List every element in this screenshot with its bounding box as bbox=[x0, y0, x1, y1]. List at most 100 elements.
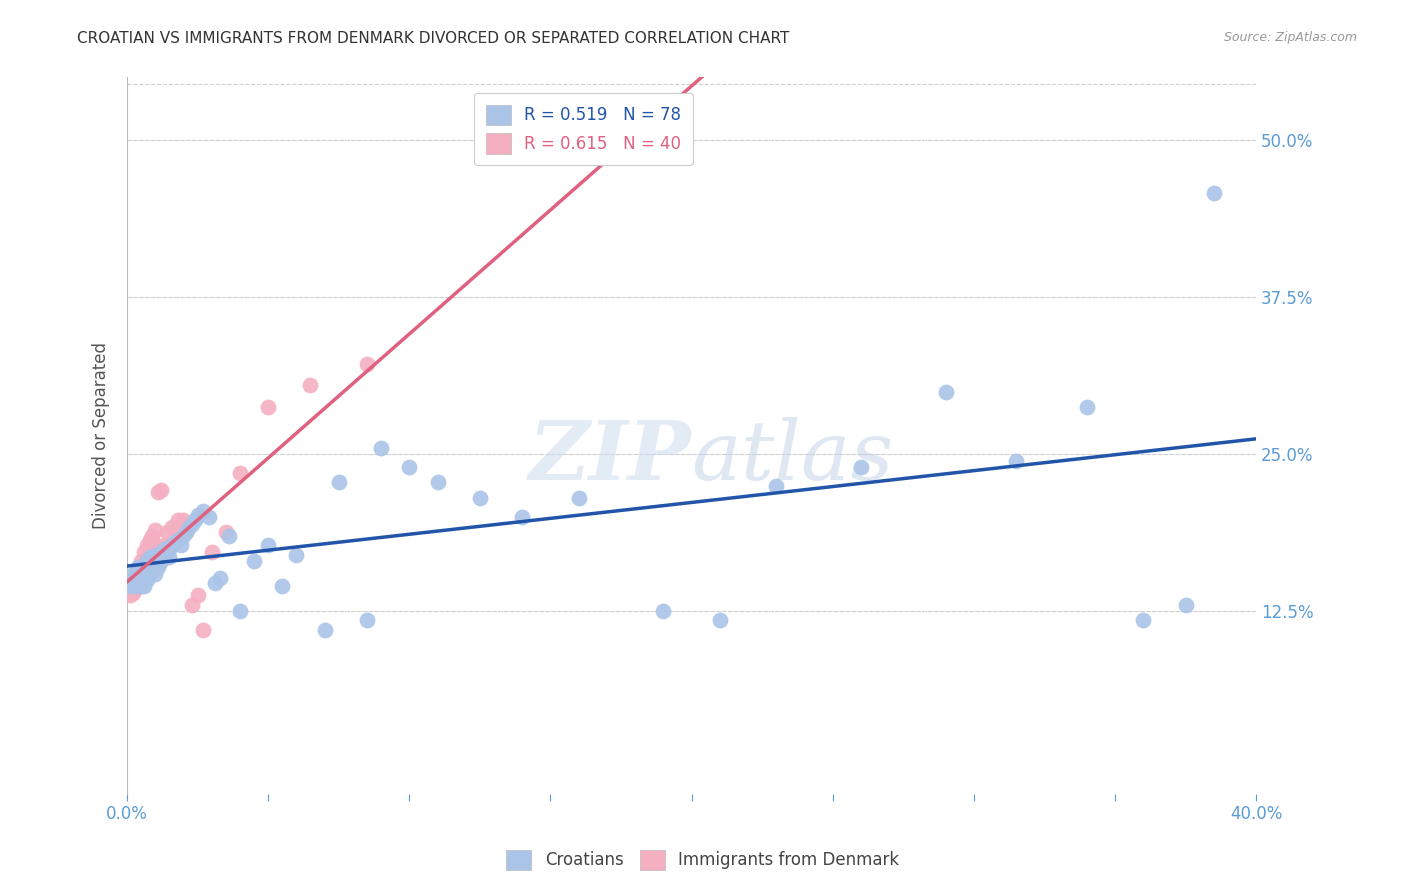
Point bbox=[141, 529, 163, 543]
Point bbox=[118, 573, 141, 587]
Point bbox=[127, 563, 149, 577]
Point bbox=[152, 550, 174, 565]
Point bbox=[135, 554, 157, 568]
Point bbox=[143, 548, 166, 562]
Point bbox=[124, 582, 146, 596]
Point bbox=[271, 579, 294, 593]
Text: ZIP: ZIP bbox=[529, 417, 692, 497]
Point bbox=[174, 525, 197, 540]
Point bbox=[127, 575, 149, 590]
Point bbox=[149, 548, 172, 562]
Point bbox=[187, 588, 209, 602]
Point bbox=[138, 560, 160, 574]
Point bbox=[160, 520, 183, 534]
Point bbox=[215, 525, 238, 540]
Point bbox=[143, 538, 166, 552]
Point bbox=[652, 605, 675, 619]
Point bbox=[157, 538, 180, 552]
Point bbox=[129, 566, 152, 581]
Point bbox=[127, 566, 149, 581]
Point bbox=[198, 510, 221, 524]
Point bbox=[124, 569, 146, 583]
Point bbox=[299, 378, 322, 392]
Point bbox=[138, 550, 160, 565]
Point bbox=[510, 510, 533, 524]
Point bbox=[157, 550, 180, 565]
Text: Source: ZipAtlas.com: Source: ZipAtlas.com bbox=[1223, 31, 1357, 45]
Point bbox=[328, 475, 350, 489]
Point bbox=[129, 579, 152, 593]
Point bbox=[129, 563, 152, 577]
Y-axis label: Divorced or Separated: Divorced or Separated bbox=[93, 342, 110, 529]
Point bbox=[163, 525, 186, 540]
Point bbox=[163, 535, 186, 549]
Point bbox=[174, 525, 197, 540]
Point bbox=[132, 558, 155, 572]
Point bbox=[314, 624, 336, 638]
Point bbox=[132, 566, 155, 581]
Point bbox=[169, 538, 191, 552]
Legend: Croatians, Immigrants from Denmark: Croatians, Immigrants from Denmark bbox=[499, 843, 907, 877]
Point bbox=[184, 513, 207, 527]
Point bbox=[166, 513, 188, 527]
Point bbox=[709, 613, 731, 627]
Point bbox=[118, 579, 141, 593]
Point bbox=[129, 560, 152, 574]
Point bbox=[849, 460, 872, 475]
Point bbox=[172, 513, 194, 527]
Text: CROATIAN VS IMMIGRANTS FROM DENMARK DIVORCED OR SEPARATED CORRELATION CHART: CROATIAN VS IMMIGRANTS FROM DENMARK DIVO… bbox=[77, 31, 790, 46]
Point bbox=[152, 541, 174, 556]
Point bbox=[229, 467, 252, 481]
Point bbox=[765, 479, 787, 493]
Point bbox=[121, 579, 143, 593]
Point bbox=[155, 545, 177, 559]
Point bbox=[152, 538, 174, 552]
Legend: R = 0.519   N = 78, R = 0.615   N = 40: R = 0.519 N = 78, R = 0.615 N = 40 bbox=[474, 93, 693, 165]
Point bbox=[181, 598, 204, 612]
Point bbox=[935, 384, 957, 399]
Point bbox=[157, 541, 180, 556]
Point bbox=[146, 485, 169, 500]
Point bbox=[181, 516, 204, 531]
Point bbox=[209, 570, 232, 584]
Point bbox=[143, 554, 166, 568]
Point bbox=[243, 554, 266, 568]
Point bbox=[127, 579, 149, 593]
Point bbox=[135, 538, 157, 552]
Point bbox=[135, 550, 157, 565]
Point bbox=[135, 573, 157, 587]
Point bbox=[1076, 400, 1098, 414]
Point bbox=[146, 560, 169, 574]
Point bbox=[129, 554, 152, 568]
Point bbox=[138, 533, 160, 547]
Point bbox=[127, 560, 149, 574]
Point bbox=[257, 400, 280, 414]
Point bbox=[285, 548, 308, 562]
Point bbox=[426, 475, 449, 489]
Point bbox=[129, 575, 152, 590]
Point bbox=[166, 533, 188, 547]
Point bbox=[143, 523, 166, 537]
Point bbox=[124, 579, 146, 593]
Point bbox=[127, 566, 149, 581]
Point bbox=[121, 566, 143, 581]
Point bbox=[1132, 613, 1154, 627]
Point bbox=[398, 460, 420, 475]
Point bbox=[121, 575, 143, 590]
Point bbox=[160, 538, 183, 552]
Point bbox=[155, 525, 177, 540]
Point bbox=[121, 585, 143, 599]
Point bbox=[132, 545, 155, 559]
Point bbox=[257, 538, 280, 552]
Point bbox=[201, 545, 224, 559]
Point bbox=[229, 605, 252, 619]
Point bbox=[193, 504, 215, 518]
Point bbox=[149, 554, 172, 568]
Point bbox=[1005, 453, 1028, 467]
Point bbox=[146, 550, 169, 565]
Point bbox=[193, 624, 215, 638]
Point bbox=[218, 529, 240, 543]
Point bbox=[568, 491, 591, 506]
Point bbox=[149, 483, 172, 497]
Point bbox=[356, 613, 378, 627]
